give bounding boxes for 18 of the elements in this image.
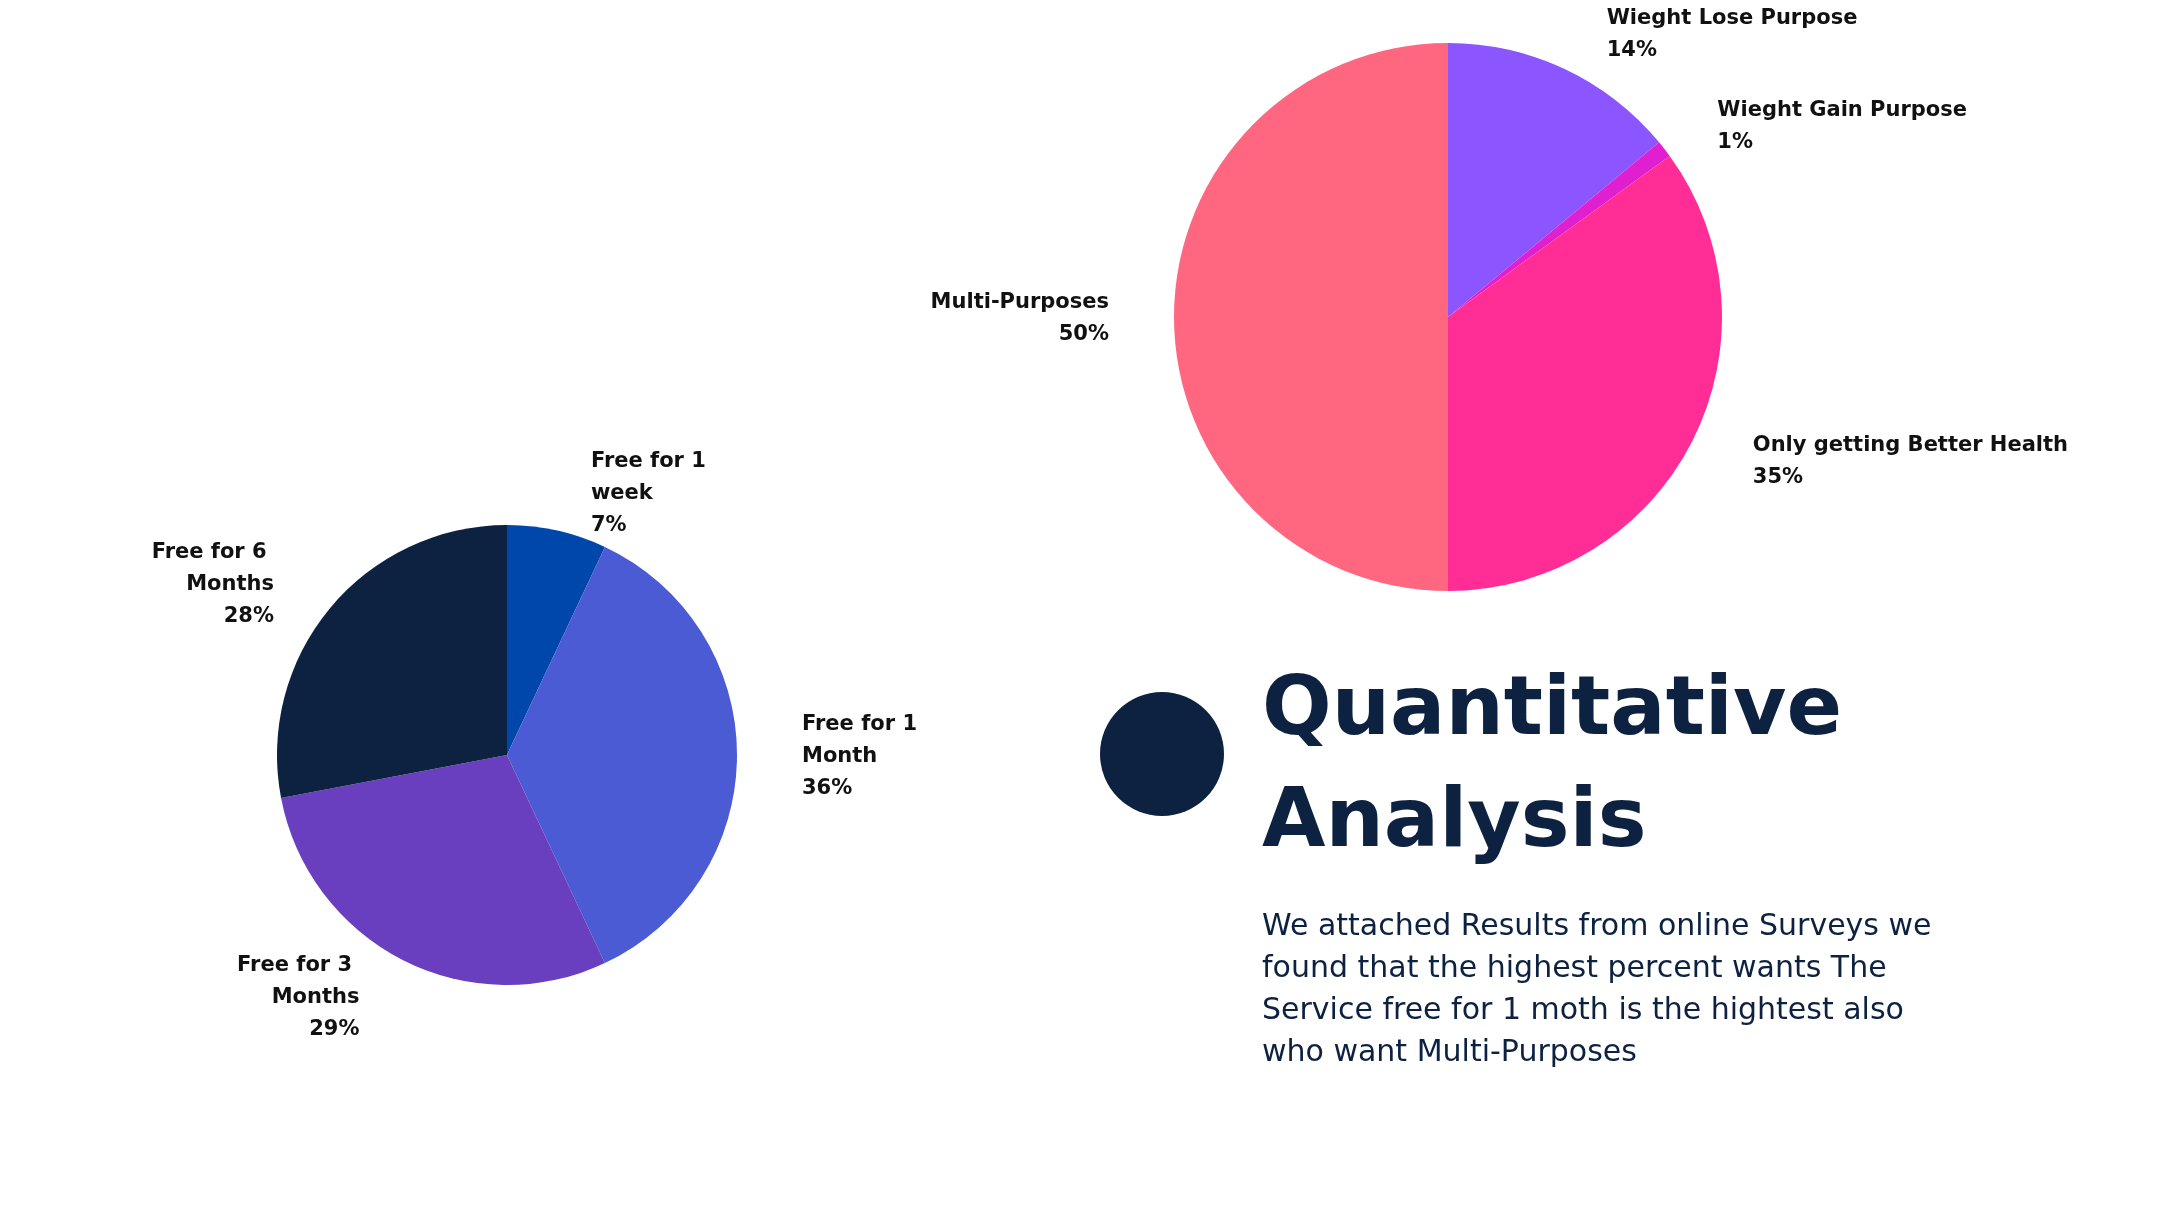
slice-label: Free for 6 Months [151, 538, 274, 595]
slice-label: Free for 1 week [590, 447, 714, 504]
slice-label: Wieght Lose Purpose [1606, 5, 1858, 29]
slice-label: Wieght Gain Purpose [1717, 96, 1968, 121]
data-label: 7% [590, 511, 627, 536]
slice-label: Free for 1 Month [802, 711, 925, 767]
slice-label: Multi-Purposes [930, 289, 1109, 313]
data-label: 29% [309, 1015, 360, 1040]
slice-label: Free for 3 Months [237, 951, 360, 1008]
data-label: 14% [1606, 37, 1657, 61]
data-label: 36% [802, 775, 853, 799]
slice-label: Only getting Better Health [1752, 431, 2069, 456]
data-label: 1% [1717, 128, 1753, 153]
data-label: 28% [223, 602, 274, 627]
text: Quantitative Analysis [1262, 657, 1843, 867]
data-label: 35% [1752, 463, 1804, 488]
data-label: 50% [1058, 321, 1109, 345]
text: We attached Results from online Surveys we found that the highest percent wants The Service free for 1 moth is the hightest also who want Multi-Purposes [1262, 906, 1933, 1070]
